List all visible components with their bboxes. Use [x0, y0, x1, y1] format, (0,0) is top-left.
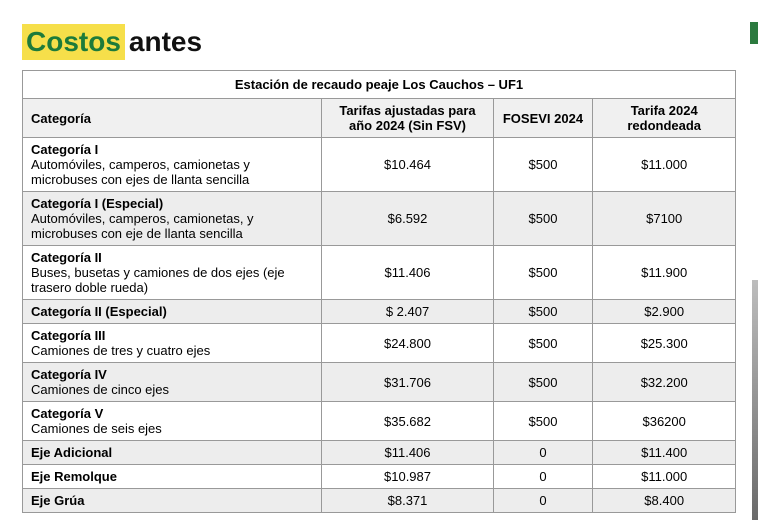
cell-tarifa-redondeada: $36200 — [593, 402, 736, 441]
decorative-edge — [752, 280, 758, 520]
table-caption-row: Estación de recaudo peaje Los Cauchos – … — [23, 71, 736, 99]
category-description: Camiones de seis ejes — [31, 421, 313, 436]
cell-fosevi: $500 — [493, 402, 593, 441]
cell-tarifa-redondeada: $11.400 — [593, 441, 736, 465]
category-name: Categoría IV — [31, 367, 313, 382]
cell-fosevi: 0 — [493, 441, 593, 465]
decorative-edge — [750, 22, 758, 44]
category-name: Eje Grúa — [31, 493, 313, 508]
cell-fosevi: 0 — [493, 489, 593, 513]
category-description: Buses, busetas y camiones de dos ejes (e… — [31, 265, 313, 295]
cell-fosevi: $500 — [493, 192, 593, 246]
page-title: Costos antes — [22, 24, 206, 60]
table-row: Categoría IIBuses, busetas y camiones de… — [23, 246, 736, 300]
cell-tarifa-redondeada: $2.900 — [593, 300, 736, 324]
col-header-tarifa-redondeada: Tarifa 2024 redondeada — [593, 99, 736, 138]
tariff-table: Estación de recaudo peaje Los Cauchos – … — [22, 70, 736, 513]
cell-tarifa-ajustada: $10.987 — [322, 465, 493, 489]
table-row: Eje Grúa $8.3710$8.400 — [23, 489, 736, 513]
title-plain: antes — [125, 24, 206, 60]
cell-fosevi: $500 — [493, 363, 593, 402]
table-caption: Estación de recaudo peaje Los Cauchos – … — [23, 71, 736, 99]
category-name: Eje Remolque — [31, 469, 313, 484]
cell-tarifa-ajustada: $31.706 — [322, 363, 493, 402]
cell-category: Categoría IVCamiones de cinco ejes — [23, 363, 322, 402]
cell-tarifa-ajustada: $11.406 — [322, 246, 493, 300]
title-highlight: Costos — [22, 24, 125, 60]
cell-fosevi: $500 — [493, 246, 593, 300]
cell-tarifa-ajustada: $11.406 — [322, 441, 493, 465]
category-name: Categoría III — [31, 328, 313, 343]
table-header-row: Categoría Tarifas ajustadas para año 202… — [23, 99, 736, 138]
tariff-table-container: Estación de recaudo peaje Los Cauchos – … — [22, 70, 736, 513]
cell-tarifa-redondeada: $11.900 — [593, 246, 736, 300]
cell-fosevi: $500 — [493, 300, 593, 324]
cell-fosevi: $500 — [493, 138, 593, 192]
cell-category: Categoría IAutomóviles, camperos, camion… — [23, 138, 322, 192]
category-description: Automóviles, camperos, camionetas y micr… — [31, 157, 313, 187]
cell-tarifa-redondeada: $32.200 — [593, 363, 736, 402]
category-name: Categoría I — [31, 142, 313, 157]
table-row: Categoría VCamiones de seis ejes$35.682$… — [23, 402, 736, 441]
table-row: Categoría II (Especial) $ 2.407$500$2.900 — [23, 300, 736, 324]
cell-tarifa-ajustada: $6.592 — [322, 192, 493, 246]
table-row: Eje Remolque $10.9870$11.000 — [23, 465, 736, 489]
table-row: Categoría IAutomóviles, camperos, camion… — [23, 138, 736, 192]
category-name: Categoría V — [31, 406, 313, 421]
cell-tarifa-ajustada: $24.800 — [322, 324, 493, 363]
cell-tarifa-ajustada: $ 2.407 — [322, 300, 493, 324]
table-row: Categoría IIICamiones de tres y cuatro e… — [23, 324, 736, 363]
cell-tarifa-redondeada: $8.400 — [593, 489, 736, 513]
cell-fosevi: 0 — [493, 465, 593, 489]
cell-fosevi: $500 — [493, 324, 593, 363]
cell-category: Categoría II (Especial) — [23, 300, 322, 324]
cell-category: Eje Remolque — [23, 465, 322, 489]
category-name: Categoría II — [31, 250, 313, 265]
cell-category: Categoría VCamiones de seis ejes — [23, 402, 322, 441]
category-description: Automóviles, camperos, camionetas, y mic… — [31, 211, 313, 241]
cell-tarifa-redondeada: $11.000 — [593, 465, 736, 489]
col-header-tarifa-ajustada: Tarifas ajustadas para año 2024 (Sin FSV… — [322, 99, 493, 138]
cell-tarifa-ajustada: $35.682 — [322, 402, 493, 441]
col-header-category: Categoría — [23, 99, 322, 138]
category-name: Categoría II (Especial) — [31, 304, 313, 319]
cell-category: Categoría IIICamiones de tres y cuatro e… — [23, 324, 322, 363]
category-name: Categoría I (Especial) — [31, 196, 313, 211]
table-row: Eje Adicional $11.4060$11.400 — [23, 441, 736, 465]
cell-tarifa-redondeada: $25.300 — [593, 324, 736, 363]
category-name: Eje Adicional — [31, 445, 313, 460]
cell-tarifa-redondeada: $7100 — [593, 192, 736, 246]
cell-tarifa-ajustada: $8.371 — [322, 489, 493, 513]
col-header-fosevi: FOSEVI 2024 — [493, 99, 593, 138]
category-description: Camiones de cinco ejes — [31, 382, 313, 397]
table-row: Categoría I (Especial)Automóviles, campe… — [23, 192, 736, 246]
cell-category: Categoría IIBuses, busetas y camiones de… — [23, 246, 322, 300]
cell-tarifa-ajustada: $10.464 — [322, 138, 493, 192]
cell-category: Eje Grúa — [23, 489, 322, 513]
cell-category: Categoría I (Especial)Automóviles, campe… — [23, 192, 322, 246]
table-row: Categoría IVCamiones de cinco ejes$31.70… — [23, 363, 736, 402]
category-description: Camiones de tres y cuatro ejes — [31, 343, 313, 358]
cell-category: Eje Adicional — [23, 441, 322, 465]
table-body: Categoría IAutomóviles, camperos, camion… — [23, 138, 736, 513]
cell-tarifa-redondeada: $11.000 — [593, 138, 736, 192]
